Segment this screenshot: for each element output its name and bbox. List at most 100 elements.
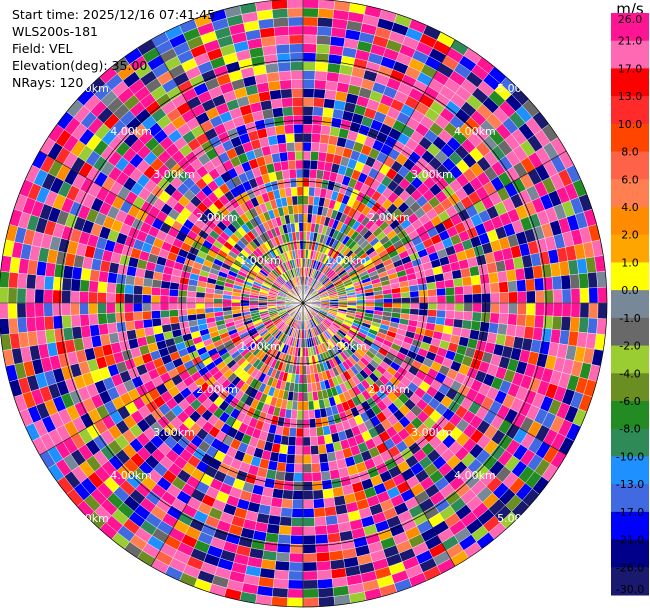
range-gate — [307, 400, 315, 411]
range-gate — [281, 498, 293, 509]
range-gate — [267, 135, 279, 146]
range-gate — [468, 265, 480, 277]
range-gate — [286, 151, 296, 161]
range-gate — [507, 313, 518, 326]
range-gate — [222, 306, 233, 312]
range-gate — [311, 124, 322, 135]
range-gate — [298, 374, 304, 384]
range-gate — [275, 43, 291, 55]
range-gate — [277, 452, 288, 464]
range-gate — [213, 307, 224, 313]
range-gate — [124, 284, 135, 295]
range-gate — [436, 309, 447, 319]
range-gate — [472, 293, 482, 304]
range-gate — [302, 508, 315, 518]
range-gate — [314, 408, 322, 419]
range-gate — [534, 290, 545, 304]
range-gate — [489, 312, 500, 324]
range-gate — [302, 374, 308, 384]
range-gate — [588, 287, 599, 304]
colorbar-tick-label: 6.0 — [621, 173, 639, 186]
range-gate — [318, 596, 335, 607]
range-gate — [294, 454, 304, 465]
range-gate — [279, 79, 292, 90]
range-gate — [302, 25, 318, 36]
range-gate — [282, 489, 294, 500]
range-gate — [292, 115, 304, 125]
range-gate — [488, 272, 499, 284]
instrument-text: WLS200s-181 — [12, 24, 98, 39]
range-gate — [186, 290, 197, 298]
range-gate — [320, 124, 332, 136]
range-gate — [488, 322, 499, 334]
start-time-text: Start time: 2025/12/16 07:41:45 — [12, 7, 216, 22]
range-gate — [444, 279, 455, 289]
range-gate — [316, 435, 326, 446]
range-gate — [418, 302, 429, 310]
range-gate — [213, 302, 223, 308]
range-gate — [596, 271, 607, 288]
range-gate — [71, 326, 83, 340]
range-gate — [269, 505, 282, 517]
range-gate — [265, 126, 277, 138]
range-gate — [273, 569, 290, 580]
range-gate — [302, 79, 315, 89]
colorbar-tick-label: -10.0 — [616, 450, 644, 463]
range-gate — [302, 445, 312, 456]
range-gate — [70, 278, 81, 292]
range-gate — [418, 296, 429, 304]
range-gate — [141, 294, 152, 304]
range-gate — [285, 133, 295, 144]
range-gate — [445, 302, 456, 312]
range-ring-label: 5.00km — [497, 512, 539, 525]
range-gate — [302, 490, 314, 500]
range-gate — [70, 302, 80, 316]
range-gate — [481, 292, 491, 304]
colorbar-tick-label: -13.0 — [616, 478, 644, 491]
ppi-plot: 1.00km 1.00km 1.00km 1.00km 2.00km 2.00km 2.00… — [0, 0, 608, 608]
range-gate — [124, 274, 136, 286]
range-gate — [298, 222, 304, 232]
range-gate — [313, 97, 325, 108]
range-ring-label: 1.00km — [239, 340, 281, 353]
range-gate — [314, 70, 328, 81]
range-gate — [292, 204, 299, 215]
range-gate — [289, 552, 304, 563]
range-gate — [302, 356, 307, 366]
range-gate — [274, 470, 286, 482]
range-gate — [314, 534, 329, 545]
range-gate — [272, 17, 289, 28]
range-ring-label: 2.00km — [196, 383, 238, 396]
range-gate — [168, 302, 179, 311]
range-gate — [452, 277, 464, 288]
range-gate — [324, 89, 337, 101]
range-gate — [322, 488, 334, 499]
range-gate — [514, 325, 526, 339]
range-gate — [43, 302, 54, 317]
range-gate — [314, 516, 327, 527]
range-gate — [286, 445, 296, 455]
range-gate — [133, 285, 144, 295]
range-gate — [273, 116, 285, 127]
range-ring-label: 1.00km — [239, 254, 281, 267]
range-gate — [315, 43, 331, 55]
range-gate — [296, 418, 304, 429]
range-gate — [292, 481, 304, 491]
range-gate — [312, 106, 324, 117]
range-gate — [310, 151, 320, 161]
range-gate — [159, 302, 170, 311]
range-gate — [265, 62, 279, 74]
colorbar-tick-label: -2.0 — [619, 340, 640, 353]
range-gate — [356, 299, 366, 304]
range-gate — [302, 222, 308, 232]
range-gate — [302, 526, 316, 536]
range-gate — [34, 302, 45, 318]
range-gate — [107, 322, 118, 334]
range-gate — [290, 186, 298, 197]
range-gate — [560, 274, 572, 290]
range-gate — [306, 373, 312, 384]
range-gate — [89, 324, 101, 337]
range-gate — [277, 534, 292, 545]
range-gate — [61, 277, 72, 292]
range-gate — [445, 286, 455, 296]
